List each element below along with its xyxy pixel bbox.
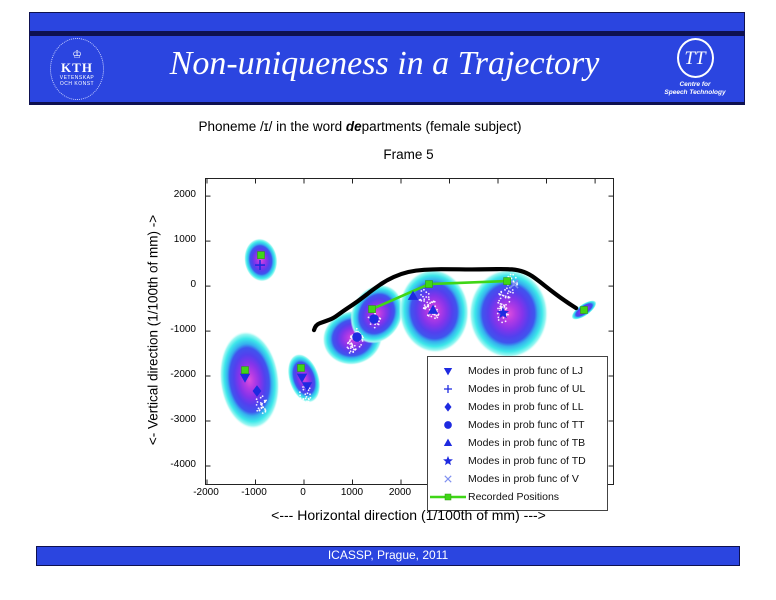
sample-speckles bbox=[497, 289, 511, 310]
kth-logo-text: KTH bbox=[61, 60, 93, 75]
trajectory-path bbox=[311, 266, 579, 333]
y-tick-label: -1000 bbox=[170, 324, 196, 335]
kth-motto-line2: OCH KONST bbox=[59, 81, 95, 87]
x-axis-label: <--- Horizontal direction (1/100th of mm… bbox=[271, 507, 546, 523]
subtitle: Phoneme /ɪ/ in the word departments (fem… bbox=[0, 119, 720, 134]
mode-marker-UL bbox=[254, 260, 265, 271]
recorded-point bbox=[580, 306, 588, 314]
legend-item: Modes in prob func of LL bbox=[428, 398, 607, 416]
y-tick-label: -4000 bbox=[170, 459, 196, 470]
kth-logo: ♔ KTH VETENSKAP OCH KONST bbox=[38, 37, 116, 100]
kth-motto-line1: VETENSKAP bbox=[59, 75, 95, 81]
legend-marker-triangle-up-icon bbox=[428, 436, 468, 450]
y-tick-label: -3000 bbox=[170, 414, 196, 425]
legend-label: Modes in prob func of LJ bbox=[468, 365, 583, 377]
crown-icon: ♔ bbox=[72, 49, 82, 61]
legend-label: Modes in prob func of TB bbox=[468, 437, 586, 449]
chart-title: Frame 5 bbox=[383, 147, 434, 162]
plot-area bbox=[205, 178, 614, 485]
legend-marker-diamond-icon bbox=[428, 400, 468, 414]
recorded-point bbox=[241, 366, 249, 374]
header-top-strip bbox=[29, 12, 745, 32]
kth-seal: ♔ KTH VETENSKAP OCH KONST bbox=[50, 37, 104, 100]
tt-caption-line1: Centre for bbox=[679, 81, 711, 88]
subtitle-rest: partments (female subject) bbox=[361, 119, 522, 134]
mode-marker-TT bbox=[369, 314, 379, 324]
legend-marker-circle-icon bbox=[428, 418, 468, 432]
mode-marker-TD bbox=[496, 306, 510, 319]
y-tick-labels: 2000 1000 0 -1000 -2000 -3000 -4000 bbox=[158, 178, 200, 483]
legend-item: Modes in prob func of TD bbox=[428, 452, 607, 470]
slide-title: Non-uniqueness in a Trajectory bbox=[169, 45, 600, 82]
density-blob bbox=[219, 331, 280, 429]
footer-banner: ICASSP, Prague, 2011 bbox=[36, 546, 740, 566]
kth-motto: VETENSKAP OCH KONST bbox=[60, 75, 95, 87]
mode-marker-TB bbox=[407, 290, 419, 300]
legend-item: Modes in prob func of V bbox=[428, 470, 607, 488]
sample-speckles bbox=[299, 385, 312, 405]
legend-item: Recorded Positions bbox=[428, 488, 607, 506]
legend-marker-plus-icon bbox=[428, 382, 468, 396]
legend-label: Modes in prob func of V bbox=[468, 473, 579, 485]
density-blob bbox=[244, 238, 278, 282]
legend-marker-line-square-icon bbox=[428, 490, 468, 504]
footer-text: ICASSP, Prague, 2011 bbox=[327, 548, 449, 562]
legend-label: Recorded Positions bbox=[468, 491, 560, 503]
tt-logo-caption: Centre for Speech Technology bbox=[664, 81, 725, 96]
legend-item: Modes in prob func of UL bbox=[428, 380, 607, 398]
tt-logo-emblem: TT bbox=[676, 38, 714, 78]
legend-label: Modes in prob func of TT bbox=[468, 419, 585, 431]
legend-marker-x-icon bbox=[428, 472, 468, 486]
mode-marker-LJ bbox=[301, 382, 313, 392]
tt-logo: TT Centre for Speech Technology bbox=[652, 38, 738, 96]
legend-item: Modes in prob func of LJ bbox=[428, 362, 607, 380]
legend-marker-star-icon bbox=[428, 454, 468, 468]
recorded-point bbox=[257, 251, 265, 259]
recorded-point bbox=[425, 280, 433, 288]
sample-speckles bbox=[255, 395, 267, 415]
legend-marker-triangle-down-icon bbox=[428, 364, 468, 378]
legend-label: Modes in prob func of LL bbox=[468, 401, 584, 413]
mode-marker-LJ bbox=[239, 373, 251, 383]
recorded-point bbox=[297, 364, 305, 372]
subtitle-emphasis: de bbox=[345, 119, 362, 134]
legend-item: Modes in prob func of TB bbox=[428, 434, 607, 452]
recorded-point bbox=[368, 305, 376, 313]
mode-marker-TT bbox=[352, 332, 362, 342]
mode-marker-LJ bbox=[296, 373, 308, 383]
x-tick-label: -2000 bbox=[193, 487, 219, 498]
x-tick-label: -1000 bbox=[241, 487, 267, 498]
legend-label: Modes in prob func of TD bbox=[468, 455, 586, 467]
header-banner: ♔ KTH VETENSKAP OCH KONST Non-uniqueness… bbox=[29, 32, 745, 105]
sample-speckles bbox=[418, 288, 430, 310]
plot-canvas bbox=[206, 179, 613, 484]
tt-caption-line2: Speech Technology bbox=[664, 88, 726, 96]
mode-marker-V bbox=[509, 279, 519, 289]
y-tick-label: 0 bbox=[190, 279, 196, 290]
x-tick-label: 1000 bbox=[340, 487, 364, 498]
legend: Modes in prob func of LJ Modes in prob fu… bbox=[427, 356, 608, 511]
x-tick-label: 2000 bbox=[388, 487, 412, 498]
legend-label: Modes in prob func of UL bbox=[468, 383, 586, 395]
subtitle-prefix: Phoneme /ɪ/ in the word bbox=[198, 119, 346, 134]
x-tick-label: 0 bbox=[300, 487, 306, 498]
legend-item: Modes in prob func of TT bbox=[428, 416, 607, 434]
y-tick-label: 1000 bbox=[173, 234, 196, 245]
y-tick-label: 2000 bbox=[173, 189, 196, 200]
recorded-point bbox=[503, 277, 511, 285]
y-tick-label: -2000 bbox=[170, 369, 196, 380]
x-tick-labels: -2000 -1000 0 1000 2000 bbox=[193, 487, 612, 501]
mode-marker-TB bbox=[427, 304, 439, 314]
density-blob bbox=[469, 269, 548, 359]
